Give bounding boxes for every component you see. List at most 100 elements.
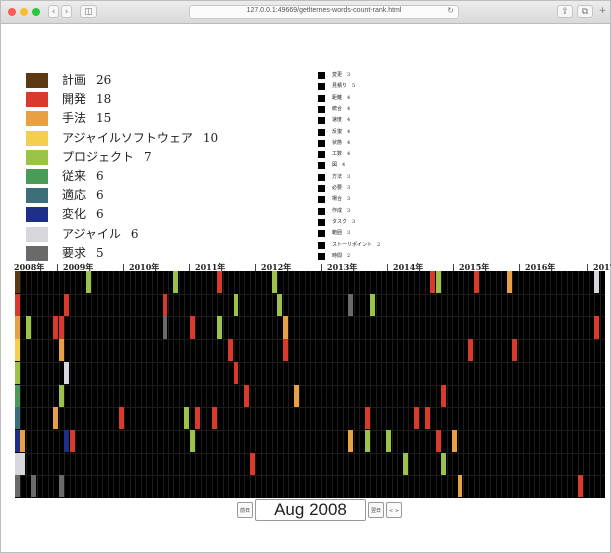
heatmap-cell[interactable]	[402, 452, 408, 475]
heatmap-cell[interactable]	[15, 316, 20, 339]
reload-icon[interactable]: ↻	[447, 6, 454, 15]
heatmap-cell[interactable]	[184, 407, 190, 430]
heatmap-cell[interactable]	[189, 316, 195, 339]
heatmap-cell[interactable]	[435, 429, 441, 453]
share-button[interactable]: ⇪	[557, 5, 573, 18]
heatmap-cell[interactable]	[69, 429, 75, 453]
heatmap-cell[interactable]	[348, 293, 354, 316]
step-buttons[interactable]: < >	[386, 502, 402, 518]
heatmap-cell[interactable]	[64, 361, 70, 384]
small-legend-swatch	[318, 83, 325, 91]
heatmap-cell[interactable]	[413, 407, 419, 430]
prev-month-button[interactable]: 前日	[237, 502, 253, 518]
heatmap-cell[interactable]	[20, 429, 26, 453]
heatmap-cell[interactable]	[594, 316, 600, 339]
heatmap-cell[interactable]	[64, 429, 70, 453]
heatmap-cell[interactable]	[473, 271, 479, 294]
heatmap-cell[interactable]	[118, 407, 124, 430]
heatmap-cell[interactable]	[348, 429, 354, 453]
heatmap-cell[interactable]	[162, 316, 168, 339]
new-tab-button[interactable]: +	[597, 5, 608, 18]
heatmap-cell[interactable]	[15, 384, 20, 407]
heatmap-cell[interactable]	[86, 271, 91, 294]
heatmap-cell[interactable]	[58, 339, 64, 362]
heatmap-cell[interactable]	[64, 293, 70, 316]
heatmap-cell[interactable]	[53, 407, 59, 430]
small-legend-word: 範囲	[332, 230, 343, 237]
legend-swatch	[26, 188, 48, 204]
heatmap-cell[interactable]	[435, 271, 441, 294]
heatmap-cell[interactable]	[233, 361, 239, 384]
close-window-button[interactable]	[8, 8, 16, 16]
small-legend-word: 場合	[332, 196, 343, 203]
address-bar[interactable]: 127.0.0.1:49669/getlternes-words-count-r…	[189, 5, 459, 19]
heatmap-cell[interactable]	[58, 475, 64, 498]
heatmap-cell[interactable]	[20, 452, 26, 475]
tabs-button[interactable]: ⧉	[577, 5, 593, 18]
year-tick	[189, 264, 190, 272]
heatmap-cell[interactable]	[468, 339, 474, 362]
heatmap-cell[interactable]	[25, 316, 31, 339]
heatmap-cell[interactable]	[457, 475, 463, 498]
heatmap-cell[interactable]	[217, 316, 223, 339]
forward-button[interactable]: ›	[61, 5, 72, 18]
sidebar-button[interactable]: ◫	[80, 5, 97, 18]
heatmap-cell[interactable]	[217, 271, 223, 294]
heatmap-cell[interactable]	[15, 407, 20, 430]
heatmap-cell[interactable]	[386, 429, 392, 453]
heatmap-cell[interactable]	[364, 407, 370, 430]
heatmap-cell[interactable]	[15, 361, 20, 384]
heatmap-cell[interactable]	[282, 339, 288, 362]
heatmap-cell[interactable]	[594, 271, 600, 294]
heatmap-cell[interactable]	[282, 316, 288, 339]
heatmap-cell[interactable]	[277, 293, 283, 316]
heatmap-cell[interactable]	[31, 475, 37, 498]
heatmap-cell[interactable]	[15, 452, 20, 475]
heatmap-cell[interactable]	[15, 429, 20, 453]
year-label: 2012年	[261, 262, 292, 272]
year-tick	[123, 264, 124, 272]
heatmap-cell[interactable]	[364, 429, 370, 453]
small-legend-label: 状態 4	[332, 139, 350, 147]
heatmap-cell[interactable]	[512, 339, 518, 362]
heatmap-cell[interactable]	[244, 384, 250, 407]
heatmap-cell[interactable]	[293, 384, 299, 407]
heatmap-cell[interactable]	[15, 339, 20, 362]
small-legend-word: 必要	[332, 185, 343, 191]
heatmap-cell[interactable]	[452, 429, 457, 453]
heatmap-cell[interactable]	[53, 316, 59, 339]
heatmap-cell[interactable]	[162, 293, 168, 316]
legend-swatch	[26, 169, 48, 184]
heatmap-cell[interactable]	[441, 384, 447, 407]
heatmap-cell[interactable]	[173, 271, 179, 294]
heatmap-cell[interactable]	[249, 452, 255, 475]
heatmap-cell[interactable]	[430, 271, 436, 294]
heatmap-cell[interactable]	[370, 293, 376, 316]
heatmap-cell[interactable]	[506, 271, 512, 294]
legend-word: 適応	[62, 188, 87, 203]
heatmap-cell[interactable]	[424, 407, 430, 430]
back-button[interactable]: ‹	[48, 5, 59, 18]
heatmap-cell[interactable]	[233, 293, 239, 316]
minimize-window-button[interactable]	[20, 8, 28, 16]
heatmap-cell[interactable]	[228, 339, 233, 362]
heatmap-cell[interactable]	[577, 475, 583, 498]
heatmap-cell[interactable]	[15, 271, 20, 294]
heatmap-cell[interactable]	[271, 271, 277, 294]
heatmap-cell[interactable]	[58, 384, 64, 407]
small-legend-label: タスク 3	[332, 218, 355, 226]
small-legend-label: 範囲 3	[332, 229, 350, 237]
heatmap-cell[interactable]	[195, 407, 201, 430]
year-label: 2010年	[129, 262, 160, 272]
next-month-button[interactable]: 翌日	[368, 502, 384, 518]
heatmap-cell[interactable]	[211, 407, 217, 430]
heatmap-cell[interactable]	[15, 475, 20, 498]
heatmap-cell[interactable]	[15, 293, 20, 316]
zoom-window-button[interactable]	[32, 8, 40, 16]
heatmap-cell[interactable]	[189, 429, 195, 453]
year-label: 2009年	[63, 262, 94, 272]
heatmap-cell[interactable]	[441, 452, 447, 475]
small-legend-label: 反復 4	[332, 128, 350, 136]
small-legend-count: 4	[347, 151, 351, 158]
heatmap-cell[interactable]	[58, 316, 64, 339]
